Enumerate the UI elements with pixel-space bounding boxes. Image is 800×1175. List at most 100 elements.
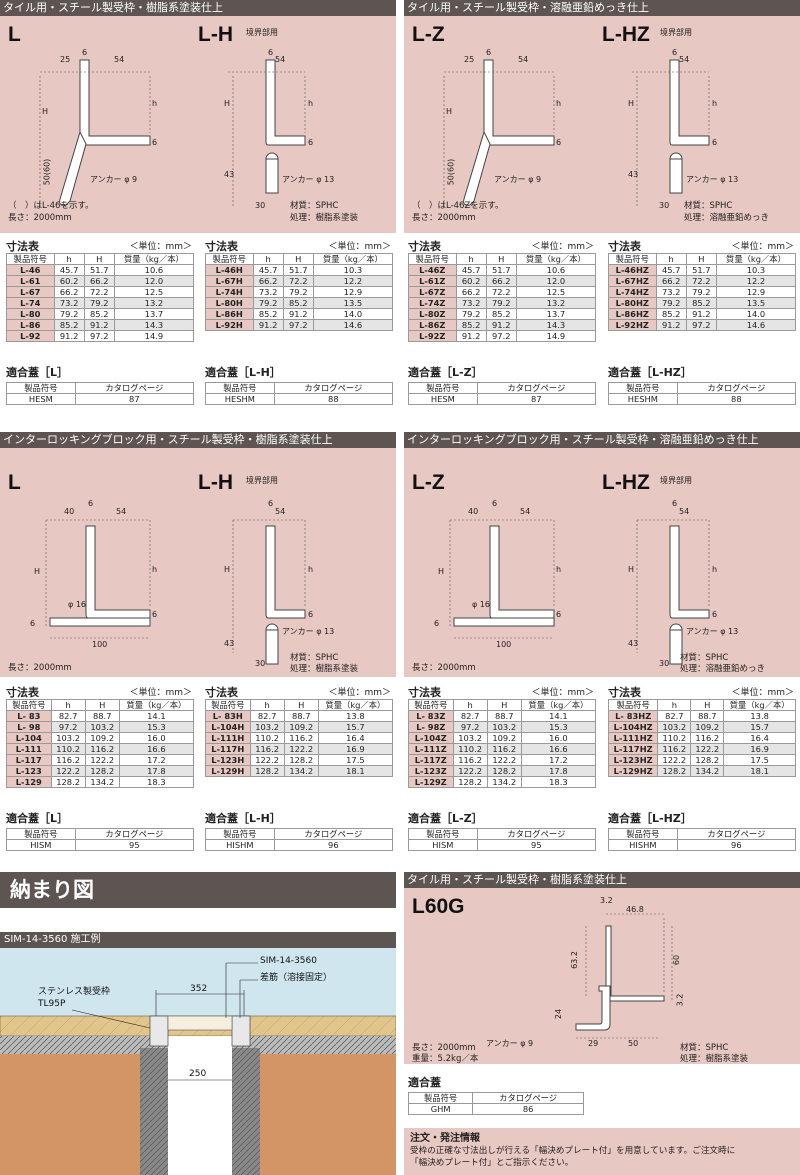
table-unit: ＜単位：mm＞ [129, 242, 192, 252]
drawing-area: L L-H 境界部用 25 6 54 H h 6 50(60) アンカー φ 9… [0, 16, 396, 233]
frame-model-label: TL95P [38, 999, 66, 1009]
fit-code: HESM [6, 393, 76, 405]
order-title: 注文・発注情報 [410, 1133, 480, 1144]
dim-50-60: 50(60) [42, 158, 52, 186]
value-cell: 66.2 [53, 286, 85, 298]
product-code-cell: L- 98 [6, 721, 52, 733]
size-table-7: 寸法表 ＜単位：mm＞ 製品符号 h H 質量（kg／本） L- 83Z 82.7 88.7 1… [408, 684, 597, 788]
value-cell: 17.5 [317, 754, 394, 766]
fit-cover-3: 適合蓋［L-Z］ 製品符号 カタログページ HESM 87 [408, 364, 597, 405]
rebar-label: 差筋（溶接固定） [260, 973, 333, 983]
product-code-cell: L-123 [6, 765, 52, 777]
drawing-area: L-Z L-HZ 境界部用 25 6 54 H h 6 50(60) アンカー … [404, 16, 800, 233]
product-code-cell: L- 83 [6, 710, 52, 722]
fit-code: HISM [6, 839, 76, 851]
column-header: 製品符号 [408, 699, 454, 711]
product-code-cell: L-111 [6, 743, 52, 755]
value-cell: 45.7 [53, 264, 85, 276]
size-table-4: 寸法表 ＜単位：mm＞ 製品符号 h H 質量（kg／本） L-46HZ 45.7 51.7 1… [608, 238, 797, 331]
dim-6-b: 6 [152, 610, 158, 619]
value-cell: 85.2 [53, 319, 85, 331]
value-cell: 122.2 [50, 765, 86, 777]
value-cell: 128.2 [50, 776, 86, 788]
dim-phi16: φ 16 [472, 600, 490, 609]
fit-cover-9: 適合蓋 製品符号 カタログページ GHM 86 [407, 1074, 584, 1115]
value-cell: 10.6 [515, 264, 597, 276]
product-code-cell: L- 83HZ [607, 710, 659, 722]
value-cell: 66.2 [83, 275, 115, 287]
fit-title: 適合蓋［L-HZ］ [608, 366, 692, 379]
table-header-row: 製品符号 h H 質量（kg／本） [6, 699, 195, 711]
column-header: 製品符号 [6, 699, 52, 711]
value-cell: 13.8 [317, 710, 394, 722]
dim-h: h [152, 99, 158, 108]
product-code-cell: L-86 [6, 319, 55, 331]
value-cell: 72.2 [685, 275, 717, 287]
product-code-cell: L-80H [205, 297, 254, 309]
value-cell: 122.2 [690, 743, 725, 755]
value-cell: 116.2 [249, 743, 285, 755]
dim-54-b: 54 [275, 507, 286, 516]
col-page: カタログページ [273, 382, 394, 394]
table-row: L-74 73.2 79.2 13.2 [6, 297, 195, 309]
value-cell: 16.6 [118, 743, 195, 755]
dim-6-c: 6 [672, 499, 678, 508]
column-header: h [50, 699, 86, 711]
table-title: 寸法表 [608, 240, 641, 253]
col-code: 製品符号 [608, 382, 678, 394]
table-header-row: 製品符号 h H 質量（kg／本） [607, 699, 796, 711]
size-table-1: 寸法表 ＜単位：mm＞ 製品符号 h H 質量（kg／本） L-46 45.7 51.7 10.… [6, 238, 195, 342]
diagram-label-b: L-HZ [602, 471, 650, 494]
value-cell: 110.2 [657, 732, 692, 744]
dim-6-a: 6 [30, 619, 36, 628]
panel-l60g: タイル用・スチール製受枠・樹脂系塗装仕上 L60G 3.2 46.8 63.2 … [404, 872, 800, 1064]
value-cell: 16.0 [118, 732, 195, 744]
dim-50-60: 50(60) [446, 158, 456, 186]
value-cell: 103.2 [84, 721, 120, 733]
value-cell: 122.2 [657, 754, 692, 766]
table-row: L-129H 128.2 134.2 18.1 [205, 765, 394, 777]
table-row: L-80Z 79.2 85.2 13.7 [408, 308, 597, 320]
product-code-cell: L-104Z [408, 732, 454, 744]
fit-code: HISHM [205, 839, 275, 851]
dim-h: h [556, 99, 562, 108]
material-note: 材質：SPHC [290, 653, 339, 663]
dim-6-v: 6 [152, 138, 158, 147]
value-cell: 79.2 [83, 297, 115, 309]
value-cell: 85.2 [252, 308, 284, 320]
value-cell: 128.2 [486, 765, 522, 777]
value-cell: 51.7 [485, 264, 517, 276]
value-cell: 91.2 [455, 330, 487, 342]
value-cell: 122.2 [249, 754, 285, 766]
panel-block-resin: インターロッキングブロック用・スチール製受枠・樹脂系塗装仕上 L L-H 境界部… [0, 432, 396, 677]
value-cell: 116.2 [84, 743, 120, 755]
dim-H: H [34, 567, 41, 576]
dim-6-d: 6 [712, 610, 718, 619]
value-cell: 16.4 [723, 732, 796, 744]
dim-30: 30 [255, 659, 266, 668]
table-row: L-111Z 110.2 116.2 16.6 [408, 743, 597, 755]
panel-header: タイル用・スチール製受枠・溶融亜鉛めっき仕上 [404, 0, 800, 16]
value-cell: 72.2 [282, 275, 314, 287]
value-cell: 110.2 [249, 732, 285, 744]
product-code-cell: L-92HZ [608, 319, 657, 331]
dim-43: 43 [224, 639, 235, 648]
table-row: L- 98Z 97.2 103.2 15.3 [408, 721, 597, 733]
table-row: L-104 103.2 109.2 16.0 [6, 732, 195, 744]
table-title: 寸法表 [408, 240, 441, 253]
product-code-cell: L-67HZ [608, 275, 657, 287]
drawing-area: L L-H 境界部用 40 6 54 H h φ 16 6 100 6 6 54… [0, 448, 396, 677]
anchor-label: アンカー φ 9 [486, 1039, 534, 1048]
value-cell: 13.5 [715, 297, 797, 309]
value-cell: 73.2 [655, 286, 687, 298]
value-cell: 66.2 [655, 275, 687, 287]
table-title: 寸法表 [205, 240, 238, 253]
treatment-note: 処理：樹脂系塗装 [680, 1054, 749, 1064]
dimension-table: 製品符号 h H 質量（kg／本） L-46HZ 45.7 51.7 10.3 L-67HZ 66… [608, 253, 797, 331]
value-cell: 51.7 [282, 264, 314, 276]
product-code-cell: L-129H [205, 765, 251, 777]
value-cell: 79.2 [252, 297, 284, 309]
value-cell: 10.3 [312, 264, 394, 276]
col-code: 製品符号 [408, 382, 478, 394]
dim-63-2: 63.2 [569, 951, 579, 969]
